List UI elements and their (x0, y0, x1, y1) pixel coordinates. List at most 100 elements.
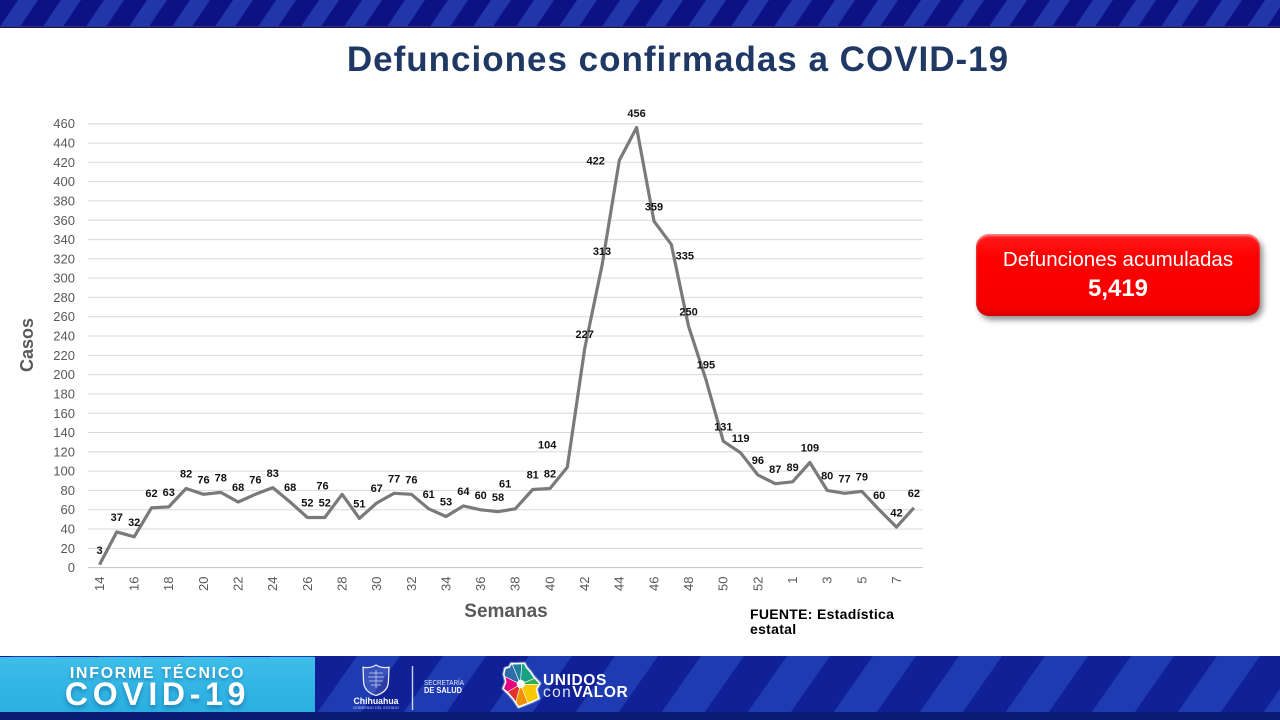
svg-text:0: 0 (68, 560, 75, 575)
svg-text:300: 300 (53, 271, 75, 286)
svg-text:82: 82 (544, 469, 556, 481)
svg-text:UNIDOS: UNIDOS (543, 672, 607, 689)
svg-text:77: 77 (838, 474, 850, 486)
svg-text:DE SALUD: DE SALUD (424, 686, 462, 695)
svg-text:52: 52 (301, 498, 313, 510)
svg-text:16: 16 (127, 577, 142, 591)
svg-text:220: 220 (53, 348, 75, 363)
svg-text:60: 60 (475, 490, 487, 502)
svg-text:60: 60 (61, 502, 75, 517)
svg-text:40: 40 (542, 577, 557, 591)
svg-text:Casos: Casos (17, 318, 37, 372)
svg-text:62: 62 (908, 488, 920, 500)
svg-text:61: 61 (423, 489, 435, 501)
svg-text:36: 36 (473, 577, 488, 591)
svg-text:82: 82 (180, 469, 192, 481)
svg-text:1: 1 (785, 577, 800, 584)
svg-text:250: 250 (679, 307, 697, 319)
svg-text:46: 46 (646, 577, 661, 591)
svg-text:22: 22 (231, 577, 246, 591)
svg-text:61: 61 (499, 479, 511, 491)
svg-text:120: 120 (53, 444, 75, 459)
svg-text:20: 20 (196, 577, 211, 591)
svg-text:42: 42 (890, 507, 902, 519)
svg-text:104: 104 (538, 439, 557, 451)
svg-text:62: 62 (145, 488, 157, 500)
svg-text:Chihuahua: Chihuahua (354, 696, 400, 706)
svg-text:77: 77 (388, 474, 400, 486)
svg-text:440: 440 (53, 136, 75, 151)
svg-text:96: 96 (752, 455, 764, 467)
svg-text:340: 340 (53, 232, 75, 247)
svg-text:200: 200 (53, 367, 75, 382)
svg-text:3: 3 (96, 545, 102, 557)
svg-text:50: 50 (716, 577, 731, 591)
svg-text:28: 28 (335, 577, 350, 591)
svg-text:38: 38 (508, 577, 523, 591)
svg-text:conVALOR: conVALOR (543, 684, 628, 701)
svg-text:24: 24 (265, 577, 280, 591)
svg-text:320: 320 (53, 251, 75, 266)
svg-text:48: 48 (681, 577, 696, 591)
svg-text:109: 109 (801, 443, 819, 455)
svg-text:76: 76 (249, 475, 261, 487)
svg-text:52: 52 (319, 498, 331, 510)
svg-text:80: 80 (61, 483, 75, 498)
svg-text:89: 89 (786, 462, 798, 474)
svg-text:359: 359 (645, 201, 663, 213)
svg-text:240: 240 (53, 329, 75, 344)
svg-text:76: 76 (405, 475, 417, 487)
svg-text:195: 195 (697, 360, 715, 372)
svg-text:119: 119 (732, 433, 750, 445)
svg-text:37: 37 (111, 512, 123, 524)
svg-text:400: 400 (53, 174, 75, 189)
svg-text:313: 313 (593, 246, 611, 258)
svg-text:60: 60 (873, 490, 885, 502)
svg-text:14: 14 (92, 577, 107, 591)
svg-text:422: 422 (587, 156, 605, 168)
svg-text:18: 18 (161, 577, 176, 591)
svg-text:78: 78 (215, 473, 227, 485)
svg-text:26: 26 (300, 577, 315, 591)
svg-text:5: 5 (854, 577, 869, 584)
svg-text:160: 160 (53, 406, 75, 421)
svg-text:335: 335 (676, 250, 694, 262)
svg-text:460: 460 (53, 116, 75, 131)
svg-text:3: 3 (820, 577, 835, 584)
svg-text:100: 100 (53, 464, 75, 479)
svg-text:42: 42 (577, 577, 592, 591)
svg-text:420: 420 (53, 155, 75, 170)
svg-text:68: 68 (284, 482, 296, 494)
svg-text:30: 30 (369, 577, 384, 591)
svg-text:7: 7 (889, 577, 904, 584)
svg-text:52: 52 (750, 577, 765, 591)
svg-text:58: 58 (492, 492, 504, 504)
svg-text:140: 140 (53, 425, 75, 440)
svg-text:131: 131 (714, 421, 732, 433)
svg-text:GOBIERNO DEL ESTADO: GOBIERNO DEL ESTADO (353, 706, 399, 710)
svg-text:360: 360 (53, 213, 75, 228)
svg-text:81: 81 (527, 470, 539, 482)
svg-text:180: 180 (53, 386, 75, 401)
svg-text:87: 87 (769, 464, 781, 476)
svg-text:76: 76 (197, 475, 209, 487)
svg-text:64: 64 (457, 486, 470, 498)
svg-text:79: 79 (856, 472, 868, 484)
svg-text:32: 32 (128, 517, 140, 529)
svg-text:380: 380 (53, 193, 75, 208)
svg-text:67: 67 (371, 483, 383, 495)
svg-text:83: 83 (267, 468, 279, 480)
svg-text:76: 76 (316, 481, 328, 493)
svg-text:44: 44 (612, 577, 627, 591)
svg-text:53: 53 (440, 497, 452, 509)
svg-text:227: 227 (576, 329, 594, 341)
svg-text:40: 40 (61, 522, 75, 537)
svg-text:280: 280 (53, 290, 75, 305)
svg-text:34: 34 (438, 577, 453, 591)
svg-text:20: 20 (61, 541, 75, 556)
svg-text:80: 80 (821, 471, 833, 483)
svg-text:SECRETARÍA: SECRETARÍA (424, 678, 464, 687)
svg-text:63: 63 (163, 487, 175, 499)
svg-text:51: 51 (353, 499, 365, 511)
svg-text:260: 260 (53, 309, 75, 324)
